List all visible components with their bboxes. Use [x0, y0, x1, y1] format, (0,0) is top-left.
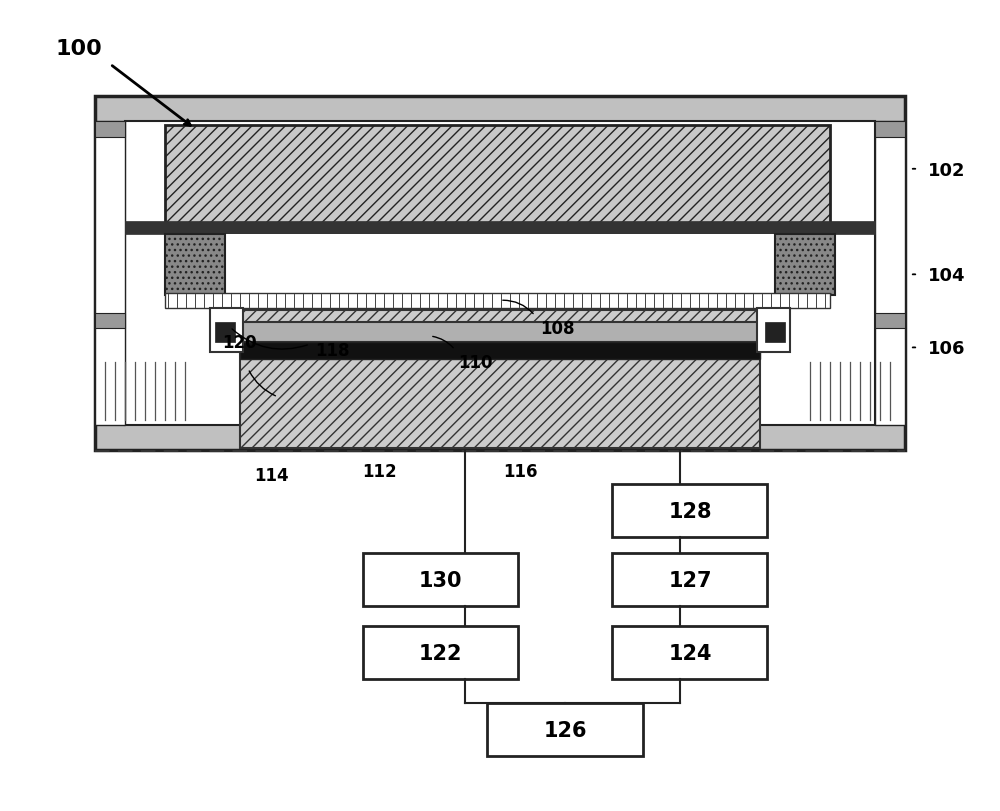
Bar: [95, 122, 125, 138]
Text: 128: 128: [668, 501, 712, 521]
Bar: [775, 235, 835, 296]
Bar: [875, 122, 905, 426]
Bar: [612, 626, 767, 680]
Text: 102: 102: [928, 161, 966, 179]
Text: 100: 100: [55, 39, 102, 58]
Bar: [215, 323, 235, 343]
Bar: [875, 122, 905, 138]
Bar: [165, 126, 830, 227]
Bar: [612, 554, 767, 607]
Text: 127: 127: [668, 570, 712, 590]
Bar: [362, 626, 518, 680]
Bar: [95, 122, 125, 426]
Text: 118: 118: [315, 341, 350, 359]
Bar: [757, 308, 790, 353]
Bar: [875, 314, 905, 328]
Text: 122: 122: [418, 643, 462, 663]
Bar: [165, 235, 225, 296]
Bar: [240, 311, 760, 448]
Text: 106: 106: [928, 340, 966, 358]
Bar: [240, 323, 760, 343]
Text: 114: 114: [255, 466, 289, 484]
Text: 124: 124: [668, 643, 712, 663]
Bar: [487, 703, 642, 756]
Bar: [165, 294, 830, 308]
Text: 110: 110: [458, 354, 492, 371]
Text: 112: 112: [363, 462, 397, 480]
Text: 126: 126: [543, 720, 587, 740]
Bar: [165, 235, 830, 294]
Text: 120: 120: [222, 334, 257, 352]
Bar: [765, 323, 785, 343]
Bar: [210, 308, 243, 353]
Bar: [362, 554, 518, 607]
Text: 108: 108: [540, 320, 574, 337]
Text: 116: 116: [503, 462, 537, 480]
Bar: [95, 314, 125, 328]
Text: 130: 130: [418, 570, 462, 590]
Bar: [95, 97, 905, 450]
Bar: [125, 222, 875, 235]
Bar: [125, 122, 875, 426]
Bar: [240, 343, 760, 359]
Text: 104: 104: [928, 267, 966, 285]
Bar: [612, 485, 767, 537]
